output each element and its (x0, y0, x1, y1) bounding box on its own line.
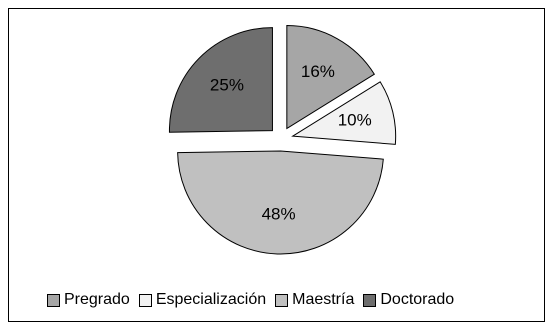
slice-label-pregrado: 16% (301, 62, 335, 81)
pie-slice-especializacion (291, 81, 397, 145)
pie-chart: 16% 10% 48% 25% (168, 25, 397, 255)
legend-item-doctorado: Doctorado (363, 291, 454, 309)
legend-label-especializacion: Especialización (155, 291, 267, 308)
legend-swatch-doctorado (363, 293, 377, 307)
legend-swatch-maestria (275, 293, 289, 307)
legend-item-pregrado: Pregrado (47, 291, 130, 309)
chart-area: 16% 10% 48% 25% Pregrado Especialización Ma… (8, 8, 545, 322)
legend-swatch-pregrado (47, 293, 60, 307)
legend-swatch-especializacion (138, 293, 152, 307)
slice-label-maestria: 48% (262, 204, 296, 223)
legend-item-maestria: Maestría (275, 291, 354, 309)
slice-label-especializacion: 10% (338, 111, 372, 130)
legend-item-especializacion: Especialización (138, 291, 267, 309)
slice-label-doctorado: 25% (210, 75, 244, 94)
pie-slice-pregrado (286, 25, 376, 130)
legend-label-maestria: Maestría (292, 291, 355, 308)
legend-label-pregrado: Pregrado (64, 291, 130, 308)
pie-slice-doctorado (168, 27, 273, 133)
legend-label-doctorado: Doctorado (380, 291, 455, 308)
pie-slice-maestria (177, 150, 384, 255)
legend: Pregrado Especialización Maestría Doctor… (47, 289, 463, 311)
